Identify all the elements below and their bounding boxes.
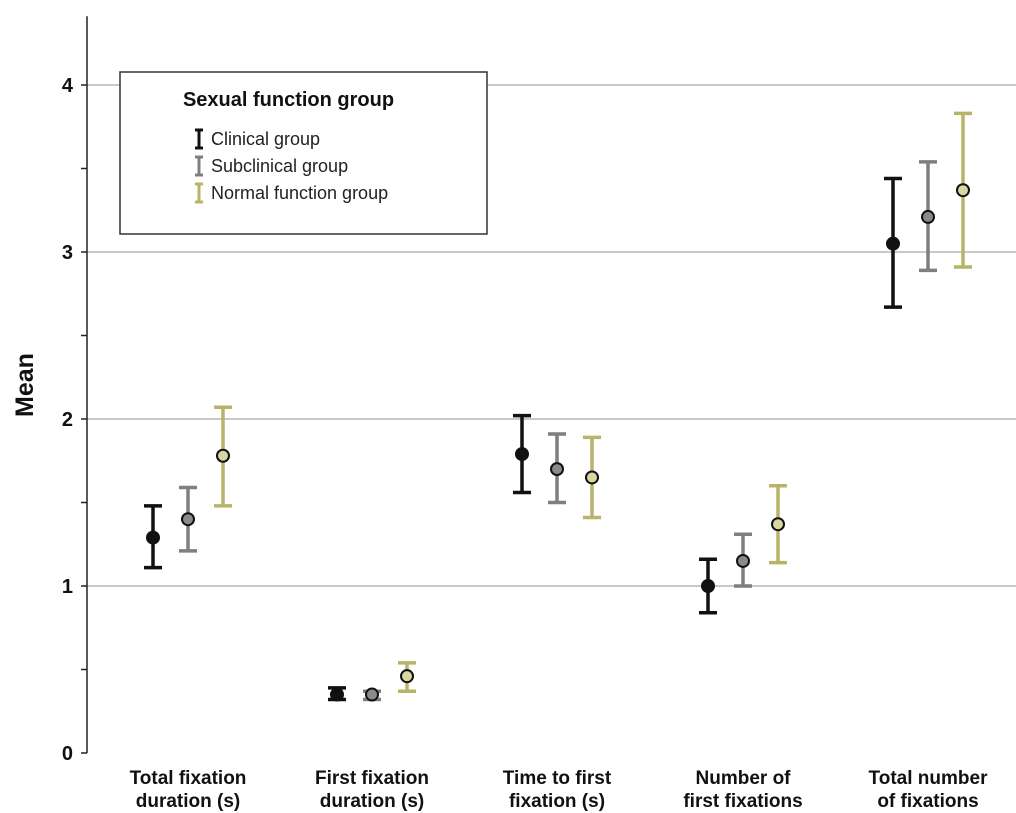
error-bar [734, 532, 752, 588]
mean-point [216, 448, 230, 463]
mean-point [330, 687, 344, 702]
error-bars [144, 111, 972, 702]
legend-entry: Clinical group [195, 128, 320, 150]
mean-point [181, 512, 195, 527]
mean-point [550, 462, 564, 477]
error-bar [583, 435, 601, 520]
x-tick-label-line: Number of [696, 768, 792, 789]
legend-entry: Normal function group [195, 182, 388, 204]
y-tick-label: 3 [62, 242, 73, 264]
mean-point [701, 579, 715, 593]
mean-point [515, 447, 529, 462]
y-axis-label: Mean [11, 353, 39, 417]
x-tick-label: Time to first fixation (s) [503, 768, 612, 812]
x-tick-label-line: Total number [869, 768, 989, 789]
x-tick-label: Total number of fixations [869, 768, 989, 812]
y-axis: 0 1 2 3 4 [62, 16, 88, 765]
y-tick-label: 2 [62, 409, 73, 431]
error-bar [363, 687, 381, 702]
mean-point [365, 687, 379, 702]
error-bar [398, 661, 416, 693]
legend-box [119, 71, 488, 235]
x-tick-label-line: first fixations [683, 791, 802, 812]
mean-point [771, 517, 785, 532]
legend: Sexual function group Clinical group Subcl… [119, 71, 488, 235]
legend-label: Subclinical group [211, 156, 348, 176]
error-bar [954, 111, 972, 269]
x-tick-label-line: Total fixation [130, 768, 247, 789]
x-category-labels: Total fixation duration (s)First fixation… [130, 768, 988, 812]
legend-label: Clinical group [211, 129, 320, 149]
error-bar [699, 557, 717, 615]
y-tick-label: 0 [62, 743, 73, 765]
error-bar [548, 432, 566, 505]
x-tick-label-line: duration (s) [136, 791, 241, 812]
x-tick-label: Total fixation duration (s) [130, 768, 247, 812]
legend-title: Sexual function group [183, 89, 394, 111]
mean-point [146, 530, 160, 545]
mean-point [956, 183, 970, 198]
x-tick-label-line: Time to first [503, 768, 612, 789]
x-tick-label-line: fixation (s) [509, 791, 605, 812]
error-bar [214, 405, 232, 508]
mean-point [585, 470, 599, 485]
error-bar [513, 413, 531, 495]
error-bar [144, 504, 162, 570]
x-tick-label-line: duration (s) [320, 791, 425, 812]
error-bar [328, 686, 346, 702]
x-tick-label-line: of fixations [877, 791, 978, 812]
y-tick-label: 1 [62, 576, 73, 598]
y-tick-label: 4 [62, 75, 74, 97]
x-tick-label: Number of first fixations [683, 768, 802, 812]
mean-point [886, 236, 900, 251]
legend-label: Normal function group [211, 183, 388, 203]
mean-point [921, 209, 935, 224]
x-tick-label-line: First fixation [315, 768, 429, 789]
x-tick-label: First fixation duration (s) [315, 768, 429, 812]
legend-entry: Subclinical group [195, 155, 348, 177]
error-bar [769, 484, 787, 565]
error-bar [884, 176, 902, 309]
error-bar [919, 160, 937, 273]
error-bar [179, 485, 197, 553]
mean-point [400, 669, 414, 684]
mean-point [736, 553, 750, 568]
